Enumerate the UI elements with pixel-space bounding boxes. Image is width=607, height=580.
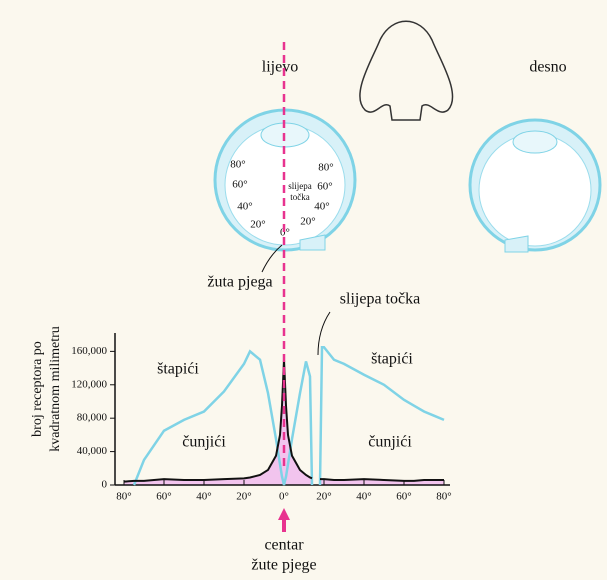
x-tick-label: 80° bbox=[116, 491, 131, 503]
center-arrow bbox=[278, 508, 290, 532]
x-tick-label: 40° bbox=[196, 491, 211, 503]
series-line bbox=[132, 345, 445, 486]
x-tick-label: 40° bbox=[356, 491, 371, 503]
x-tick-label: 20° bbox=[316, 491, 331, 503]
series-label: štapići bbox=[157, 361, 199, 378]
optic-nerve bbox=[504, 235, 529, 253]
x-tick-label: 80° bbox=[436, 491, 451, 503]
x-tick-label: 0° bbox=[279, 491, 289, 503]
lens bbox=[512, 130, 558, 154]
y-axis-label: broj receptora po bbox=[30, 341, 45, 437]
eye-angle-label: 0° bbox=[280, 227, 290, 239]
x-tick-label: 20° bbox=[236, 491, 251, 503]
eye-angle-label: 60° bbox=[232, 179, 247, 191]
series-label: štapići bbox=[371, 351, 413, 368]
series-label: čunjići bbox=[182, 434, 226, 451]
x-tick-label: 60° bbox=[396, 491, 411, 503]
eye-blind-spot: slijepa bbox=[288, 181, 312, 191]
y-tick-label: 0 bbox=[102, 479, 108, 491]
eye-angle-label: 60° bbox=[317, 181, 332, 193]
fovea-pointer bbox=[261, 244, 283, 273]
eye-angle-label: 20° bbox=[250, 219, 265, 231]
eye-angle-label: 20° bbox=[300, 216, 315, 228]
blind-spot-label: slijepa točka bbox=[340, 291, 420, 308]
right-label: desno bbox=[529, 59, 566, 76]
x-tick-label: 60° bbox=[156, 491, 171, 503]
right-eye bbox=[468, 118, 602, 253]
y-tick-label: 80,000 bbox=[77, 412, 108, 424]
center-label: centar bbox=[264, 537, 304, 554]
blind-spot-pointer bbox=[317, 311, 331, 356]
eye-angle-label: 40° bbox=[314, 201, 329, 213]
nose bbox=[359, 20, 454, 121]
y-tick-label: 120,000 bbox=[71, 378, 107, 390]
eye-angle-label: 40° bbox=[237, 201, 252, 213]
fovea-label: žuta pjega bbox=[207, 274, 272, 291]
left-label: lijevo bbox=[262, 59, 298, 76]
series-label: čunjići bbox=[368, 434, 412, 451]
center-label: žute pjege bbox=[251, 557, 316, 574]
y-axis-label: kvadratnom milimetru bbox=[48, 326, 63, 452]
y-tick-label: 160,000 bbox=[71, 345, 107, 357]
eye-blind-spot: točka bbox=[290, 192, 310, 202]
optic-nerve bbox=[299, 234, 326, 251]
eye-angle-label: 80° bbox=[318, 162, 333, 174]
series-line bbox=[123, 359, 444, 483]
y-tick-label: 40,000 bbox=[77, 445, 108, 457]
eye-angle-label: 80° bbox=[230, 159, 245, 171]
